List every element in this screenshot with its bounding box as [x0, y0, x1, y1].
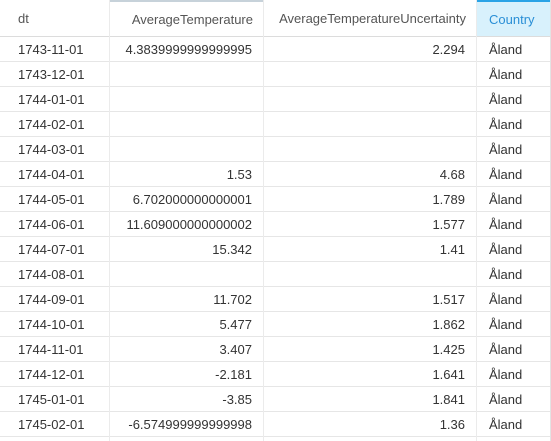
cell-average-temperature[interactable]: 11.702: [213, 291, 252, 307]
cell-average-temperature-uncertainty[interactable]: [263, 87, 476, 111]
cell-average-temperature[interactable]: 3.407: [219, 341, 252, 357]
cell-dt[interactable]: 1744-05-01: [18, 191, 85, 207]
cell-country[interactable]: Åland: [489, 191, 523, 207]
table-row[interactable]: 1744-01-01 Åland: [0, 87, 550, 112]
cell-dt[interactable]: 1744-01-01: [18, 91, 85, 107]
table-row[interactable]: 1744-04-01 1.53 4.68 Åland: [0, 162, 550, 187]
cell-dt[interactable]: 1744-07-01: [18, 241, 85, 257]
table-row[interactable]: 1744-11-01 3.407 1.425 Åland: [0, 337, 550, 362]
table-row[interactable]: 1744-02-01 Åland: [0, 112, 550, 137]
cell-average-temperature-uncertainty[interactable]: [263, 112, 476, 136]
cell-average-temperature[interactable]: [109, 62, 263, 86]
cell-average-temperature-uncertainty[interactable]: 1.789: [432, 191, 465, 207]
cell-average-temperature[interactable]: -3.85: [222, 391, 252, 407]
cell-average-temperature[interactable]: 4.3839999999999995: [125, 41, 252, 57]
cell-country[interactable]: Åland: [489, 141, 523, 157]
cell-average-temperature[interactable]: 11.609000000000002: [126, 216, 252, 232]
cell-average-temperature[interactable]: 15.342: [212, 241, 252, 257]
cell-dt[interactable]: 1744-10-01: [18, 316, 85, 332]
cell-country[interactable]: Åland: [489, 41, 523, 57]
table-row[interactable]: 1744-05-01 6.702000000000001 1.789 Åland: [0, 187, 550, 212]
cell-average-temperature-uncertainty[interactable]: 1.841: [432, 391, 465, 407]
cell-average-temperature-uncertainty[interactable]: [263, 62, 476, 86]
cell-dt[interactable]: 1744-08-01: [18, 266, 85, 282]
cell-average-temperature-uncertainty[interactable]: 1.862: [432, 316, 465, 332]
table-row[interactable]: 1744-10-01 5.477 1.862 Åland: [0, 312, 550, 337]
column-header-average-temperature-uncertainty[interactable]: AverageTemperatureUncertainty: [279, 10, 466, 26]
cell-average-temperature-uncertainty[interactable]: 1.36: [439, 416, 465, 432]
cell-country[interactable]: Åland: [489, 241, 523, 257]
table-row[interactable]: 1744-12-01 -2.181 1.641 Åland: [0, 362, 550, 387]
cell-average-temperature-uncertainty[interactable]: [263, 137, 476, 161]
cell-dt[interactable]: 1744-04-01: [18, 166, 85, 182]
table-row[interactable]: 1744-03-01 Åland: [0, 137, 550, 162]
cell-dt[interactable]: 1744-03-01: [18, 141, 85, 157]
cell-dt[interactable]: 1743-11-01: [18, 41, 84, 57]
cell-average-temperature-uncertainty[interactable]: 1.41: [439, 241, 465, 257]
cell-average-temperature[interactable]: -6.574999999999998: [128, 416, 252, 432]
cell-average-temperature[interactable]: 6.702000000000001: [132, 191, 252, 207]
column-header-dt[interactable]: dt: [18, 10, 29, 26]
cell-average-temperature[interactable]: 1.53: [226, 166, 252, 182]
cell-country[interactable]: Åland: [489, 316, 523, 332]
cell-average-temperature-uncertainty[interactable]: 1.577: [432, 216, 465, 232]
cell-dt[interactable]: 1744-02-01: [18, 116, 85, 132]
cell-average-temperature[interactable]: [109, 137, 263, 161]
cell-average-temperature-uncertainty[interactable]: 1.641: [432, 366, 465, 382]
cell-average-temperature-uncertainty[interactable]: 4.68: [439, 166, 465, 182]
cell-average-temperature[interactable]: 5.477: [219, 316, 252, 332]
table-row[interactable]: 1745-02-01 -6.574999999999998 1.36 Åland: [0, 412, 550, 437]
table-row[interactable]: 1743-11-01 4.3839999999999995 2.294 Åland: [0, 37, 550, 62]
cell-dt[interactable]: 1745-01-01: [18, 391, 85, 407]
cell-dt[interactable]: 1744-06-01: [18, 216, 85, 232]
cell-average-temperature-uncertainty[interactable]: 1.425: [432, 341, 465, 357]
cell-country[interactable]: Åland: [489, 216, 523, 232]
table-row[interactable]: 1743-12-01 Åland: [0, 62, 550, 87]
cell-country[interactable]: Åland: [489, 166, 523, 182]
grid-header: dt AverageTemperature AverageTemperature…: [0, 0, 550, 37]
cell-dt[interactable]: 1744-09-01: [18, 291, 85, 307]
cell-dt[interactable]: 1744-11-01: [18, 341, 84, 357]
cell-dt[interactable]: 1743-12-01: [18, 66, 85, 82]
table-row[interactable]: 1744-07-01 15.342 1.41 Åland: [0, 237, 550, 262]
cell-country[interactable]: Åland: [489, 266, 523, 282]
cell-dt[interactable]: 1744-12-01: [18, 366, 85, 382]
cell-country[interactable]: Åland: [489, 366, 523, 382]
cell-average-temperature[interactable]: -2.181: [215, 366, 252, 382]
table-row[interactable]: 1744-06-01 11.609000000000002 1.577 Åland: [0, 212, 550, 237]
cell-average-temperature[interactable]: [109, 112, 263, 136]
cell-country[interactable]: Åland: [489, 416, 523, 432]
table-row[interactable]: 1744-09-01 11.702 1.517 Åland: [0, 287, 550, 312]
cell-country[interactable]: Åland: [489, 116, 523, 132]
column-header-country[interactable]: Country: [476, 0, 550, 36]
cell-average-temperature-uncertainty[interactable]: 1.517: [432, 291, 465, 307]
cell-country[interactable]: Åland: [489, 391, 523, 407]
cell-average-temperature[interactable]: [109, 262, 263, 286]
cell-country[interactable]: Åland: [489, 291, 523, 307]
cell-average-temperature-uncertainty[interactable]: 2.294: [432, 41, 465, 57]
cell-average-temperature-uncertainty[interactable]: [263, 262, 476, 286]
cell-country[interactable]: Åland: [489, 341, 523, 357]
cell-country[interactable]: Åland: [489, 91, 523, 107]
cell-dt[interactable]: 1745-02-01: [18, 416, 85, 432]
column-header-average-temperature[interactable]: AverageTemperature: [109, 0, 263, 36]
table-row[interactable]: 1745-01-01 -3.85 1.841 Åland: [0, 387, 550, 412]
cell-average-temperature[interactable]: [109, 87, 263, 111]
cell-country[interactable]: Åland: [489, 66, 523, 82]
table-row[interactable]: 1744-08-01 Åland: [0, 262, 550, 287]
